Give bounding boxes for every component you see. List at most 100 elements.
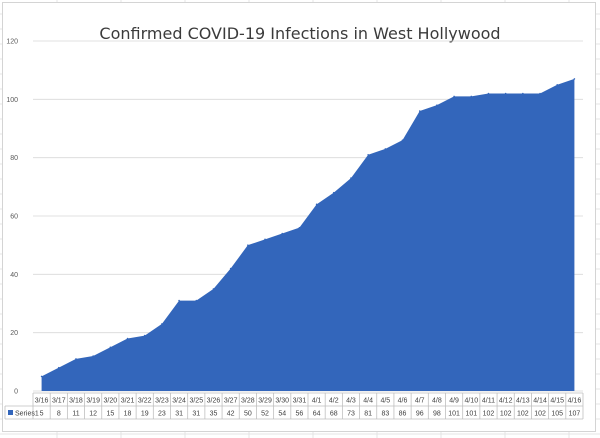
data-point bbox=[161, 323, 163, 325]
data-value-label: 64 bbox=[313, 411, 321, 418]
x-category-label: 3/24 bbox=[172, 398, 186, 405]
data-point bbox=[384, 148, 387, 150]
y-tick-label: 120 bbox=[6, 39, 18, 46]
x-category-label: 4/16 bbox=[568, 398, 582, 405]
y-tick-label: 60 bbox=[10, 214, 18, 221]
x-category-label: 4/4 bbox=[363, 398, 373, 405]
x-category-label: 3/27 bbox=[224, 398, 238, 405]
data-point bbox=[350, 177, 352, 179]
data-value-label: 50 bbox=[244, 411, 252, 418]
data-point bbox=[436, 104, 438, 106]
data-point bbox=[75, 358, 77, 360]
data-value-label: 102 bbox=[534, 411, 546, 418]
y-tick-label: 80 bbox=[10, 155, 18, 162]
x-category-label: 3/23 bbox=[155, 398, 169, 405]
data-point bbox=[504, 92, 507, 95]
data-point bbox=[109, 346, 112, 349]
data-point bbox=[229, 267, 232, 270]
data-value-label: 73 bbox=[347, 411, 355, 418]
x-category-label: 4/7 bbox=[415, 398, 425, 405]
data-point bbox=[126, 337, 129, 340]
x-category-label: 4/12 bbox=[499, 398, 513, 405]
data-point bbox=[556, 83, 559, 86]
x-category-label: 3/17 bbox=[52, 398, 66, 405]
data-value-label: 54 bbox=[278, 411, 286, 418]
data-point bbox=[195, 299, 198, 302]
data-value-label: 102 bbox=[483, 411, 495, 418]
y-tick-label: 20 bbox=[10, 330, 18, 337]
data-point bbox=[281, 232, 284, 235]
x-category-label: 3/28 bbox=[241, 398, 255, 405]
data-value-label: 42 bbox=[227, 411, 235, 418]
chart-title: Confirmed COVID-19 Infections in West Ho… bbox=[99, 24, 501, 43]
data-point bbox=[401, 139, 404, 141]
x-category-label: 4/3 bbox=[346, 398, 356, 405]
x-category-label: 4/2 bbox=[329, 398, 339, 405]
x-category-label: 3/29 bbox=[258, 398, 272, 405]
data-value-label: 83 bbox=[381, 411, 389, 418]
x-category-label: 4/15 bbox=[550, 398, 564, 405]
data-point bbox=[247, 244, 249, 246]
data-value-label: 15 bbox=[106, 411, 114, 418]
data-value-label: 35 bbox=[210, 411, 218, 418]
data-value-label: 19 bbox=[141, 411, 149, 418]
x-category-label: 4/6 bbox=[398, 398, 408, 405]
data-value-label: 101 bbox=[448, 411, 460, 418]
x-category-label: 4/1 bbox=[312, 398, 322, 405]
x-category-label: 4/14 bbox=[533, 398, 547, 405]
x-category-label: 4/10 bbox=[464, 398, 478, 405]
data-value-label: 11 bbox=[72, 411, 79, 418]
x-category-label: 3/18 bbox=[69, 398, 83, 405]
x-category-label: 4/13 bbox=[516, 398, 530, 405]
x-category-label: 3/30 bbox=[275, 398, 289, 405]
data-value-label: 81 bbox=[364, 411, 372, 418]
data-value-label: 102 bbox=[517, 411, 529, 418]
data-value-label: 105 bbox=[551, 411, 563, 418]
data-value-label: 12 bbox=[89, 411, 97, 418]
data-value-label: 8 bbox=[57, 411, 61, 418]
data-point bbox=[573, 78, 576, 80]
data-point bbox=[453, 95, 455, 98]
data-value-label: 96 bbox=[416, 411, 424, 418]
data-value-label: 23 bbox=[158, 411, 166, 418]
data-point bbox=[315, 203, 318, 206]
data-value-label: 102 bbox=[500, 411, 512, 418]
data-point bbox=[178, 299, 180, 302]
data-value-label: 31 bbox=[175, 411, 183, 418]
data-point bbox=[418, 110, 421, 112]
data-point bbox=[487, 92, 490, 95]
x-category-label: 3/31 bbox=[293, 398, 307, 405]
data-point bbox=[539, 92, 541, 95]
legend-key bbox=[8, 410, 13, 415]
data-value-label: 68 bbox=[330, 411, 338, 418]
y-tick-label: 0 bbox=[14, 389, 18, 396]
data-value-label: 98 bbox=[433, 411, 441, 418]
data-point bbox=[92, 355, 94, 357]
x-category-label: 4/11 bbox=[482, 398, 495, 405]
x-category-label: 3/26 bbox=[207, 398, 221, 405]
x-category-label: 3/21 bbox=[121, 398, 135, 405]
legend-series-name: Series1 bbox=[15, 411, 39, 418]
data-value-label: 31 bbox=[192, 411, 200, 418]
data-point bbox=[367, 153, 369, 156]
data-point bbox=[143, 334, 146, 337]
series-area bbox=[41, 78, 575, 392]
x-category-label: 3/19 bbox=[86, 398, 100, 405]
data-point bbox=[470, 95, 473, 98]
data-point bbox=[522, 92, 524, 95]
data-point bbox=[212, 288, 215, 290]
y-tick-label: 40 bbox=[10, 272, 18, 279]
x-category-label: 3/16 bbox=[35, 398, 49, 405]
data-point bbox=[298, 226, 301, 229]
data-value-label: 107 bbox=[569, 411, 581, 418]
data-value-label: 101 bbox=[465, 411, 477, 418]
data-value-label: 52 bbox=[261, 411, 269, 418]
data-value-label: 18 bbox=[124, 411, 132, 418]
x-category-label: 4/9 bbox=[449, 398, 459, 405]
data-point bbox=[332, 191, 335, 194]
data-value-label: 86 bbox=[399, 411, 407, 418]
x-category-label: 3/25 bbox=[189, 398, 203, 405]
x-category-label: 3/22 bbox=[138, 398, 152, 405]
data-point bbox=[264, 238, 266, 241]
